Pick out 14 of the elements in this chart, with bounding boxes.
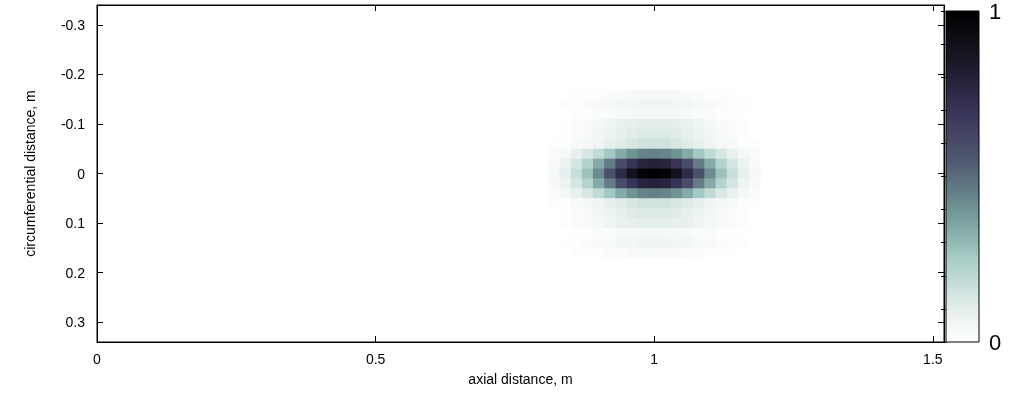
y-tick-label: -0.2	[60, 66, 86, 83]
y-tick-label: -0.1	[60, 115, 86, 132]
x-axis-title: axial distance, m	[468, 371, 573, 387]
x-tick-label: 1.5	[923, 351, 943, 367]
x-tick-label: 0.5	[365, 351, 386, 367]
x-tick-label: 0	[93, 351, 102, 367]
y-tick-label: 0.3	[65, 314, 86, 331]
y-tick-label: 0.1	[65, 215, 86, 232]
y-tick-label: 0	[77, 165, 86, 182]
color-bar-label: 1	[989, 0, 1002, 24]
y-tick-label: -0.3	[60, 16, 86, 33]
y-axis-title: circumferential distance, m	[22, 90, 38, 257]
x-tick-label: 1	[650, 351, 659, 367]
y-tick-label: 0.2	[65, 264, 86, 281]
